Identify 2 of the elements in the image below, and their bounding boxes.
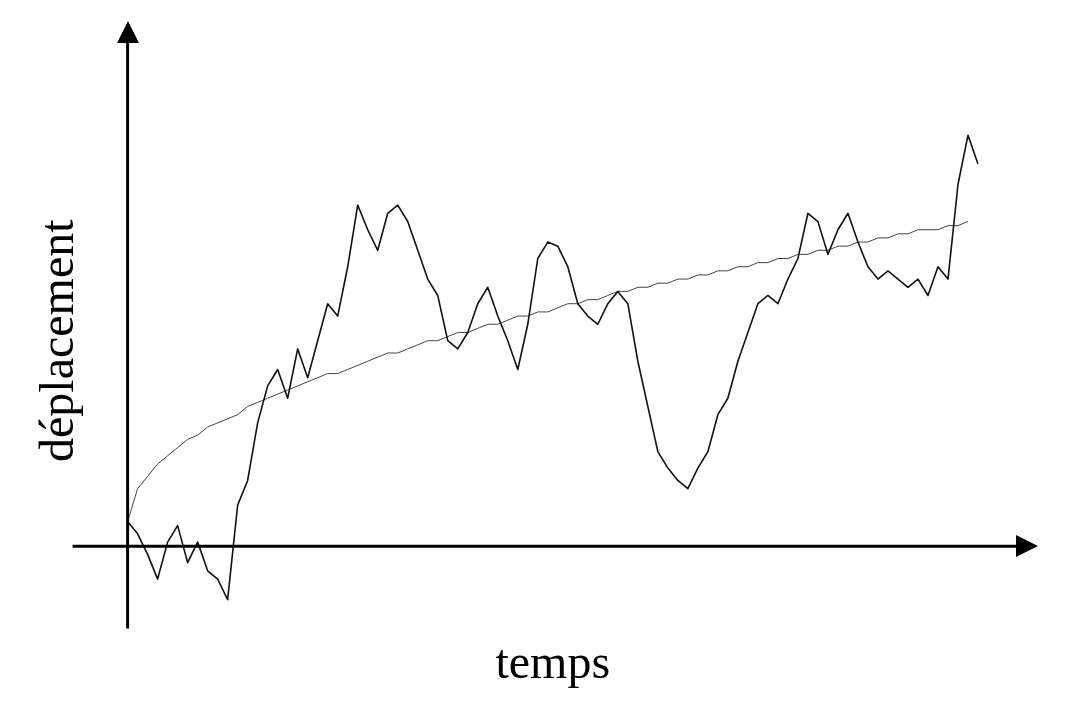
y-axis-title: déplacement	[30, 218, 84, 462]
x-axis-title: temps	[495, 634, 611, 688]
